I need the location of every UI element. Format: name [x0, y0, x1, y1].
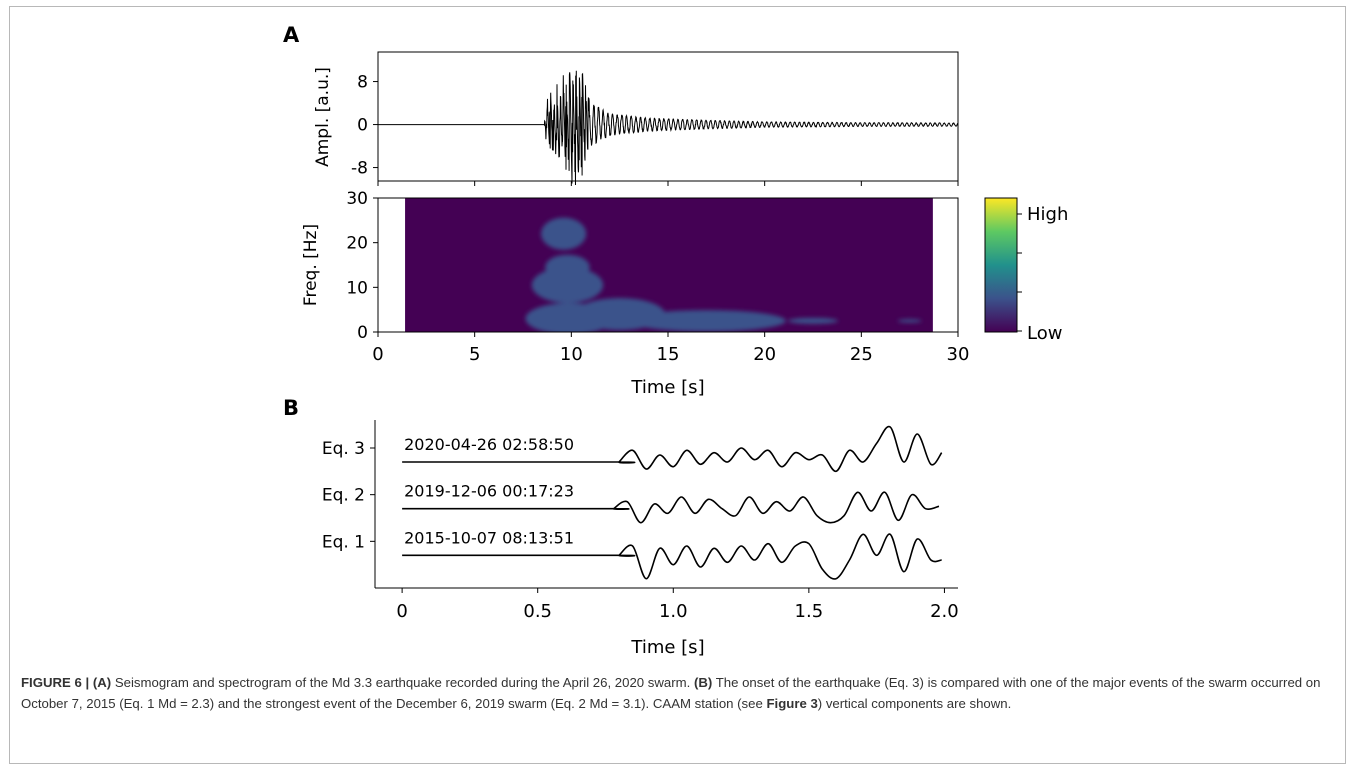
spectrogram-xtick-label: 30 [947, 344, 970, 365]
seismogram-panel: 8 0 -8 Ampl. [a.u.] [313, 51, 959, 186]
panel-b-label: B [283, 396, 299, 420]
spectrogram-xtick-label: 20 [753, 344, 776, 365]
seismogram-ytick-label: 0 [357, 116, 368, 136]
spectrogram-energy-blob [787, 317, 839, 324]
panel-a-label: A [283, 23, 300, 47]
spectrogram-energy-blob [897, 319, 922, 323]
spectrogram-ytick-label: 20 [346, 234, 368, 254]
colorbar-high-label: High [1027, 204, 1068, 225]
caption-a-text: Seismogram and spectrogram of the Md 3.3… [114, 675, 691, 690]
colorbar-low-label: Low [1027, 323, 1062, 344]
spectrogram-ytick-label: 10 [346, 278, 368, 298]
spectrogram-ytick-label: 30 [346, 189, 368, 209]
caption-a-tag: (A) [92, 675, 112, 690]
colorbar: High Low [984, 197, 1068, 344]
seismogram-ytick-label: 8 [357, 73, 368, 93]
spectrogram-energy-blob [540, 217, 587, 250]
waveform-xtick-label: 1.5 [795, 601, 824, 622]
waveform-xtick-label: 2.0 [930, 601, 959, 622]
waveform-ytick-label: Eq. 1 [322, 532, 365, 552]
spectrogram-xtick-label: 10 [560, 344, 583, 365]
seismogram-trace [378, 70, 959, 186]
seismogram-axes-frame [377, 51, 959, 182]
waveform-date-label: 2015-10-07 08:13:51 [404, 528, 574, 547]
figure-canvas: A B 8 0 -8 Ampl. [a.u.] 0 5 10 15 20 25 30 0 10 20… [283, 23, 1068, 658]
waveform-trace [402, 425, 943, 473]
caption-b-tag: (B) [693, 675, 713, 690]
spectrogram-ytick-label: 0 [357, 323, 368, 343]
waveform-panel: 2020-04-26 02:58:50 2019-12-06 00:17:23 20… [322, 420, 959, 658]
figure-caption: FIGURE 6 | (A) Seismogram and spectrogra… [21, 672, 1336, 714]
spectrogram-xtick-label: 15 [657, 344, 680, 365]
waveform-trace [402, 533, 942, 580]
seismogram-ytick-label: -8 [351, 159, 368, 179]
waveform-xtick-label: 0 [396, 601, 407, 622]
seismogram-ylabel: Ampl. [a.u.] [313, 67, 333, 167]
spectrogram-xtick-label: 5 [469, 344, 480, 365]
spectrogram-xtick-label: 0 [372, 344, 383, 365]
spectrogram-energy-blob [545, 254, 590, 280]
waveform-trace [402, 491, 940, 524]
spectrogram-xtick-label: 25 [850, 344, 873, 365]
colorbar-gradient [984, 197, 1018, 333]
spectrogram-panel: 0 5 10 15 20 25 30 0 10 20 30 Freq. [Hz] Time [s] [301, 189, 969, 398]
figure-frame [9, 6, 1346, 764]
waveform-xtick-label: 1.0 [659, 601, 688, 622]
waveform-date-label: 2019-12-06 00:17:23 [404, 482, 574, 501]
spectrogram-energy-blob [627, 310, 786, 332]
spectrogram-data-region [405, 198, 933, 332]
waveform-date-label: 2020-04-26 02:58:50 [404, 435, 574, 454]
spectrogram-ylabel: Freq. [Hz] [301, 224, 321, 306]
waveform-xlabel: Time [s] [630, 637, 704, 658]
spectrogram-xlabel: Time [s] [630, 377, 704, 398]
caption-b-text-2: ) vertical components are shown. [817, 696, 1012, 711]
spectrogram-energy-blob [531, 267, 604, 303]
waveform-xtick-label: 0.5 [523, 601, 552, 622]
caption-figure-ref: Figure 3 [766, 696, 818, 711]
caption-b-text-1: The onset of the earthquake (Eq. 3) is c… [21, 675, 1321, 711]
caption-figure-label: FIGURE 6 | [21, 675, 90, 690]
waveform-ytick-label: Eq. 3 [322, 439, 365, 459]
waveform-ytick-label: Eq. 2 [322, 486, 365, 506]
